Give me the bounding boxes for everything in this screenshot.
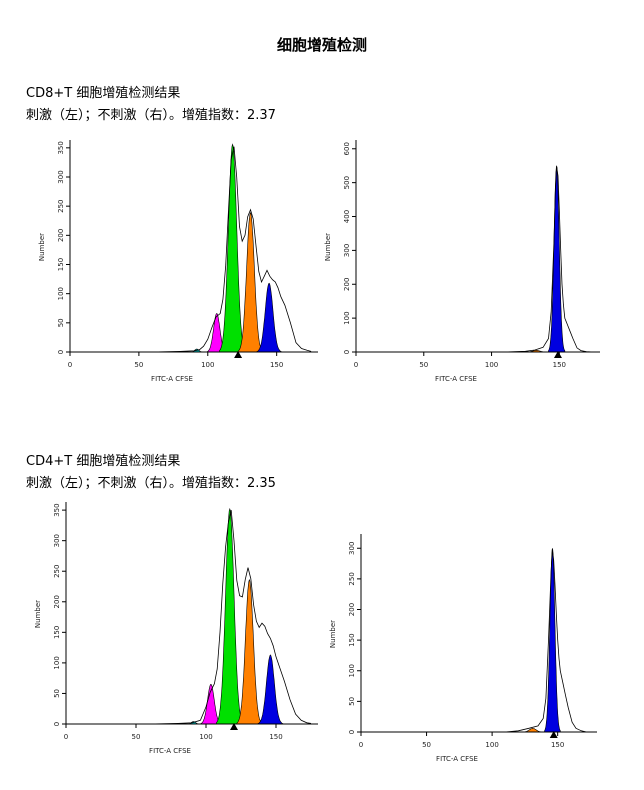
x-tick-label: 150 <box>269 733 282 741</box>
y-tick-label: 200 <box>343 278 351 291</box>
histogram-envelope-line <box>66 510 312 725</box>
y-tick-label: 250 <box>348 572 356 585</box>
section-subtitle-cd8: 刺激（左）；不刺激（右）。增殖指数：2.37 <box>26 108 276 123</box>
y-tick-label: 500 <box>343 176 351 189</box>
generation-peak-2-0 <box>219 143 247 353</box>
x-axis-label: FITC-A CFSE <box>436 755 478 763</box>
section-title-cd8: CD8+T 细胞增殖检测结果 <box>26 86 181 101</box>
y-tick-label: 200 <box>57 229 65 242</box>
gate-marker-icon <box>549 731 558 738</box>
gate-marker-icon <box>553 351 562 358</box>
y-tick-label: 0 <box>348 730 356 734</box>
y-tick-label: 200 <box>348 603 356 616</box>
histogram-cd4-unstimulated: 0 50 100 150 0 50 100 150 200 250 300 FITC-A CFSE Nu… <box>329 534 597 763</box>
y-tick-label: 100 <box>57 287 65 300</box>
y-tick-label: 0 <box>343 350 351 354</box>
page-title: 细胞增殖检测 <box>276 36 367 54</box>
y-tick-label: 300 <box>348 542 356 555</box>
y-tick-label: 350 <box>57 141 65 154</box>
gate-marker-icon <box>234 351 243 358</box>
x-tick-label: 50 <box>419 361 428 369</box>
y-tick-label: 150 <box>348 633 356 646</box>
x-tick-label: 100 <box>201 361 214 369</box>
x-tick-label: 150 <box>551 741 564 749</box>
x-tick-label: 0 <box>359 741 363 749</box>
y-tick-label: 600 <box>343 142 351 155</box>
generation-peak-3-0 <box>236 578 263 725</box>
x-tick-label: 100 <box>199 733 212 741</box>
x-tick-label: 150 <box>553 361 566 369</box>
x-tick-label: 0 <box>68 361 72 369</box>
section-title-cd4: CD4+T 细胞增殖检测结果 <box>26 454 181 469</box>
x-axis-label: FITC-A CFSE <box>149 747 191 755</box>
x-tick-label: 100 <box>485 741 498 749</box>
histogram-cd4-stimulated: 0 50 100 150 0 50 100 150 200 250 300 350 FITC-A CFS… <box>34 502 318 755</box>
x-axis-label: FITC-A CFSE <box>435 375 477 383</box>
y-tick-label: 300 <box>343 244 351 257</box>
x-tick-label: 50 <box>422 741 431 749</box>
y-tick-label: 400 <box>343 210 351 223</box>
generation-peak-2-0 <box>216 507 244 725</box>
y-tick-label: 250 <box>53 565 61 578</box>
x-tick-label: 50 <box>134 361 143 369</box>
y-tick-label: 300 <box>57 170 65 183</box>
y-tick-label: 50 <box>57 318 65 327</box>
histogram-cd8-unstimulated: 0 50 100 150 0 100 200 300 400 500 600 FITC-A CFSE N… <box>324 140 600 383</box>
y-tick-label: 0 <box>57 350 65 354</box>
x-axis-label: FITC-A CFSE <box>151 375 193 383</box>
generation-peak-4-0 <box>256 282 282 353</box>
y-tick-label: 350 <box>53 503 61 516</box>
x-tick-label: 0 <box>354 361 358 369</box>
x-tick-label: 100 <box>485 361 498 369</box>
y-axis-label: Number <box>34 600 42 628</box>
x-tick-label: 150 <box>270 361 283 369</box>
y-tick-label: 50 <box>53 689 61 698</box>
y-tick-label: 0 <box>53 722 61 726</box>
y-tick-label: 150 <box>53 626 61 639</box>
y-axis-label: Number <box>38 233 46 261</box>
x-tick-label: 50 <box>132 733 141 741</box>
y-tick-label: 50 <box>348 697 356 706</box>
generation-peak-3-0 <box>237 211 264 353</box>
y-tick-label: 250 <box>57 199 65 212</box>
generation-peak-1-0 <box>548 165 566 353</box>
gate-marker-icon <box>230 723 238 730</box>
generation-peak-4-0 <box>257 654 284 725</box>
y-axis-label: Number <box>329 620 337 648</box>
x-tick-label: 0 <box>64 733 68 741</box>
y-tick-label: 100 <box>343 311 351 324</box>
y-tick-label: 150 <box>57 258 65 271</box>
y-tick-label: 300 <box>53 534 61 547</box>
histogram-envelope-line <box>70 146 312 353</box>
y-tick-label: 100 <box>53 656 61 669</box>
histogram-envelope-line <box>361 549 587 733</box>
section-subtitle-cd4: 刺激（左）；不刺激（右）。增殖指数：2.35 <box>26 476 276 491</box>
generation-peak-1-0 <box>544 548 561 733</box>
y-tick-label: 100 <box>348 664 356 677</box>
y-axis-label: Number <box>324 233 332 261</box>
histogram-cd8-stimulated: 0 50 100 150 0 50 100 150 200 250 300 350 FITC-A CFS… <box>38 140 318 383</box>
histogram-envelope-line <box>356 166 594 353</box>
y-tick-label: 200 <box>53 595 61 608</box>
